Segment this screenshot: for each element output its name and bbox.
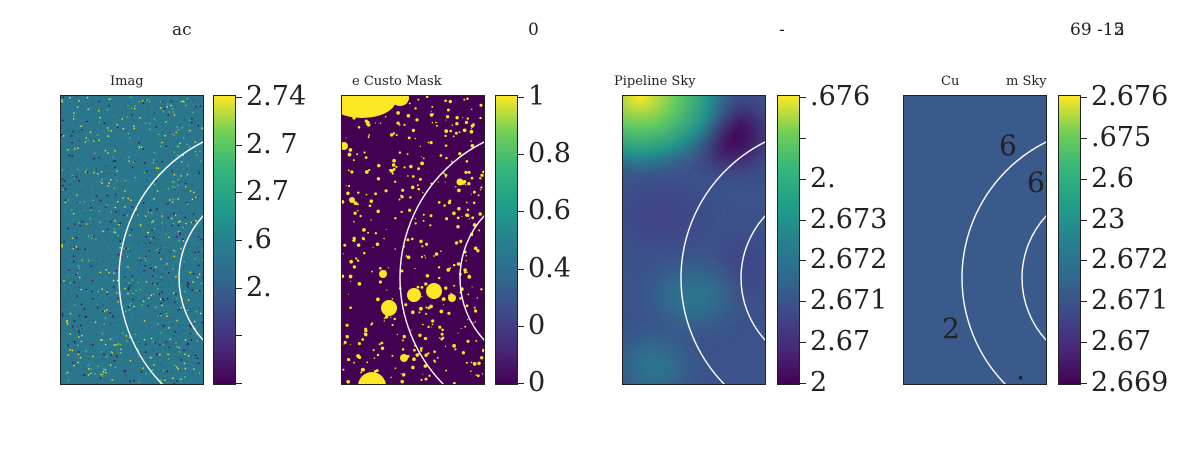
mask-blobs xyxy=(342,96,464,384)
colorbar-1-tick xyxy=(236,97,242,98)
colorbar-4-tick xyxy=(1081,383,1087,384)
colorbar-3-tick xyxy=(800,342,806,343)
colorbar-2 xyxy=(495,95,518,385)
panel-title-custom-sky-right: m Sky xyxy=(1006,74,1047,89)
annotation-two: 2 xyxy=(942,312,960,345)
colorbar-1-tick xyxy=(236,240,242,241)
suptitle-right: 69 -15 xyxy=(1070,20,1125,40)
colorbar-1-tick xyxy=(236,192,242,193)
colorbar-1-tick xyxy=(236,288,242,289)
colorbar-1-tick-label: 2. 7 xyxy=(246,129,298,160)
colorbar-4-tick xyxy=(1081,138,1087,139)
aperture-rings xyxy=(118,141,203,384)
colorbar-2-tick xyxy=(518,269,524,270)
aperture-rings xyxy=(399,141,484,384)
colorbar-2-tick-label: 0.6 xyxy=(528,195,571,226)
colorbar-4-tick xyxy=(1081,220,1087,221)
colorbar-4-tick xyxy=(1081,260,1087,261)
colorbar-2-tick xyxy=(518,383,524,384)
colorbar-3-tick-label: 2. xyxy=(810,163,836,194)
colorbar-1-tick xyxy=(236,145,242,146)
colorbar-1-tick xyxy=(236,335,242,336)
panel-title-custom-sky-left: Cu xyxy=(941,74,960,89)
colorbar-3-tick xyxy=(800,179,806,180)
custom-sky-map xyxy=(904,96,1046,384)
colorbar-1-tick-label: 2.7 xyxy=(246,176,289,207)
annotation-six-a: 6 xyxy=(999,129,1017,162)
colorbar-3 xyxy=(777,95,800,385)
mask-map xyxy=(342,96,484,384)
panel-title-image: Imag xyxy=(110,74,144,89)
colorbar-3-tick-label: 2.671 xyxy=(810,285,888,316)
suptitle-right-overlap: 2 xyxy=(1114,20,1125,40)
colorbar-3-tick-label: .676 xyxy=(810,81,871,112)
colorbar-2-tick-label: 0.8 xyxy=(528,138,571,169)
colorbar-3-tick xyxy=(800,260,806,261)
annotation-dot: . xyxy=(1016,353,1025,386)
panel-title-mask: e Custo Mask xyxy=(352,74,442,89)
colorbar-4-tick-label: 2.672 xyxy=(1091,244,1169,275)
colorbar-4-tick-label: 2.671 xyxy=(1091,285,1169,316)
colorbar-3-tick-label: 2.672 xyxy=(810,244,888,275)
colorbar-4 xyxy=(1058,95,1081,385)
aperture-rings xyxy=(961,141,1046,384)
colorbar-4-tick-label: 2.67 xyxy=(1091,326,1152,357)
colorbar-1 xyxy=(213,95,236,385)
panel-title-pipeline-sky: Pipeline Sky xyxy=(614,74,696,89)
colorbar-4-tick xyxy=(1081,342,1087,343)
colorbar-4-tick xyxy=(1081,97,1087,98)
colorbar-3-tick xyxy=(800,220,806,221)
panel-image xyxy=(60,95,204,385)
colorbar-2-tick-label: 0 xyxy=(528,310,546,341)
suptitle-dash: - xyxy=(779,20,785,40)
colorbar-1-tick-label: 2. xyxy=(246,272,272,303)
pipeline-sky-map xyxy=(623,96,765,384)
colorbar-3-tick-label: 2.673 xyxy=(810,204,888,235)
suptitle-left: ac xyxy=(172,20,192,40)
colorbar-2-tick xyxy=(518,211,524,212)
panel-pipeline-sky xyxy=(622,95,766,385)
colorbar-3-tick xyxy=(800,383,806,384)
colorbar-4-tick-label: 2.6 xyxy=(1091,163,1134,194)
colorbar-4-tick xyxy=(1081,301,1087,302)
colorbar-2-tick-label: 0 xyxy=(528,367,546,398)
colorbar-3-tick xyxy=(800,138,806,139)
colorbar-2-tick-label: 1 xyxy=(528,81,546,112)
colorbar-2-tick xyxy=(518,97,524,98)
colorbar-4-tick-label: 2.676 xyxy=(1091,81,1169,112)
aperture-rings xyxy=(680,141,765,384)
panel-mask xyxy=(341,95,485,385)
colorbar-3-tick-label: 2.67 xyxy=(810,326,871,357)
colorbar-2-tick xyxy=(518,154,524,155)
colorbar-3-tick-label: 2 xyxy=(810,367,828,398)
colorbar-4-tick-label: .675 xyxy=(1091,122,1152,153)
colorbar-3-tick xyxy=(800,301,806,302)
annotation-six-b: 6 xyxy=(1027,166,1045,199)
colorbar-2-tick xyxy=(518,326,524,327)
colorbar-1-tick xyxy=(236,383,242,384)
suptitle-center: 0 xyxy=(528,20,539,40)
colorbar-2-tick-label: 0.4 xyxy=(528,253,571,284)
colorbar-1-tick-label: .6 xyxy=(246,224,272,255)
colorbar-1-tick-label: 2.74 xyxy=(246,81,307,112)
panel-custom-sky xyxy=(903,95,1047,385)
colorbar-4-tick xyxy=(1081,179,1087,180)
colorbar-4-tick-label: 23 xyxy=(1091,204,1126,235)
colorbar-4-tick-label: 2.669 xyxy=(1091,367,1169,398)
image-noise-map xyxy=(61,96,203,384)
colorbar-3-tick xyxy=(800,97,806,98)
